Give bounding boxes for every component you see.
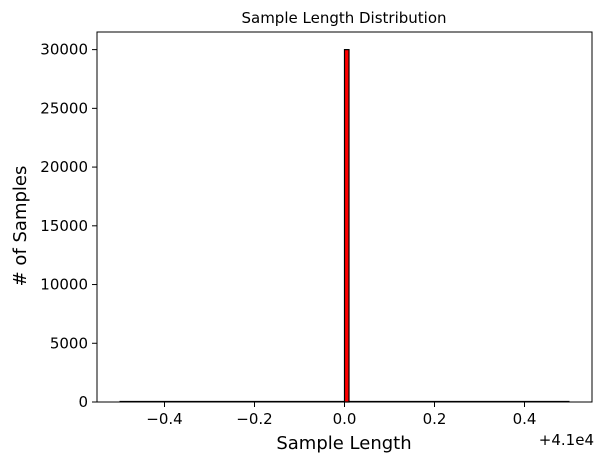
y-tick-label: 20000 — [40, 158, 88, 176]
y-tick-label: 15000 — [40, 217, 88, 235]
x-tick-label: 0.0 — [333, 410, 357, 428]
x-tick-label: 0.4 — [513, 410, 537, 428]
x-axis-title: Sample Length — [276, 433, 411, 454]
y-tick-label: 25000 — [40, 99, 88, 117]
y-axis-title: # of Samples — [10, 166, 31, 287]
x-tick-label: −0.2 — [236, 410, 272, 428]
y-tick-label: 5000 — [50, 334, 88, 352]
y-tick-label: 30000 — [40, 41, 88, 59]
y-tick-label: 0 — [78, 393, 88, 411]
x-tick-label: 0.2 — [423, 410, 447, 428]
axes: −0.4 −0.2 0.0 0.2 0.4 0 5000 10000 15000 20000 250… — [40, 31, 593, 428]
plot-area — [119, 49, 570, 403]
x-tick-label: −0.4 — [146, 410, 182, 428]
histogram-bar — [343, 49, 350, 403]
y-tick-label: 10000 — [40, 276, 88, 294]
x-axis-offset-label: +4.1e4 — [539, 431, 594, 449]
chart-title: Sample Length Distribution — [241, 9, 446, 27]
